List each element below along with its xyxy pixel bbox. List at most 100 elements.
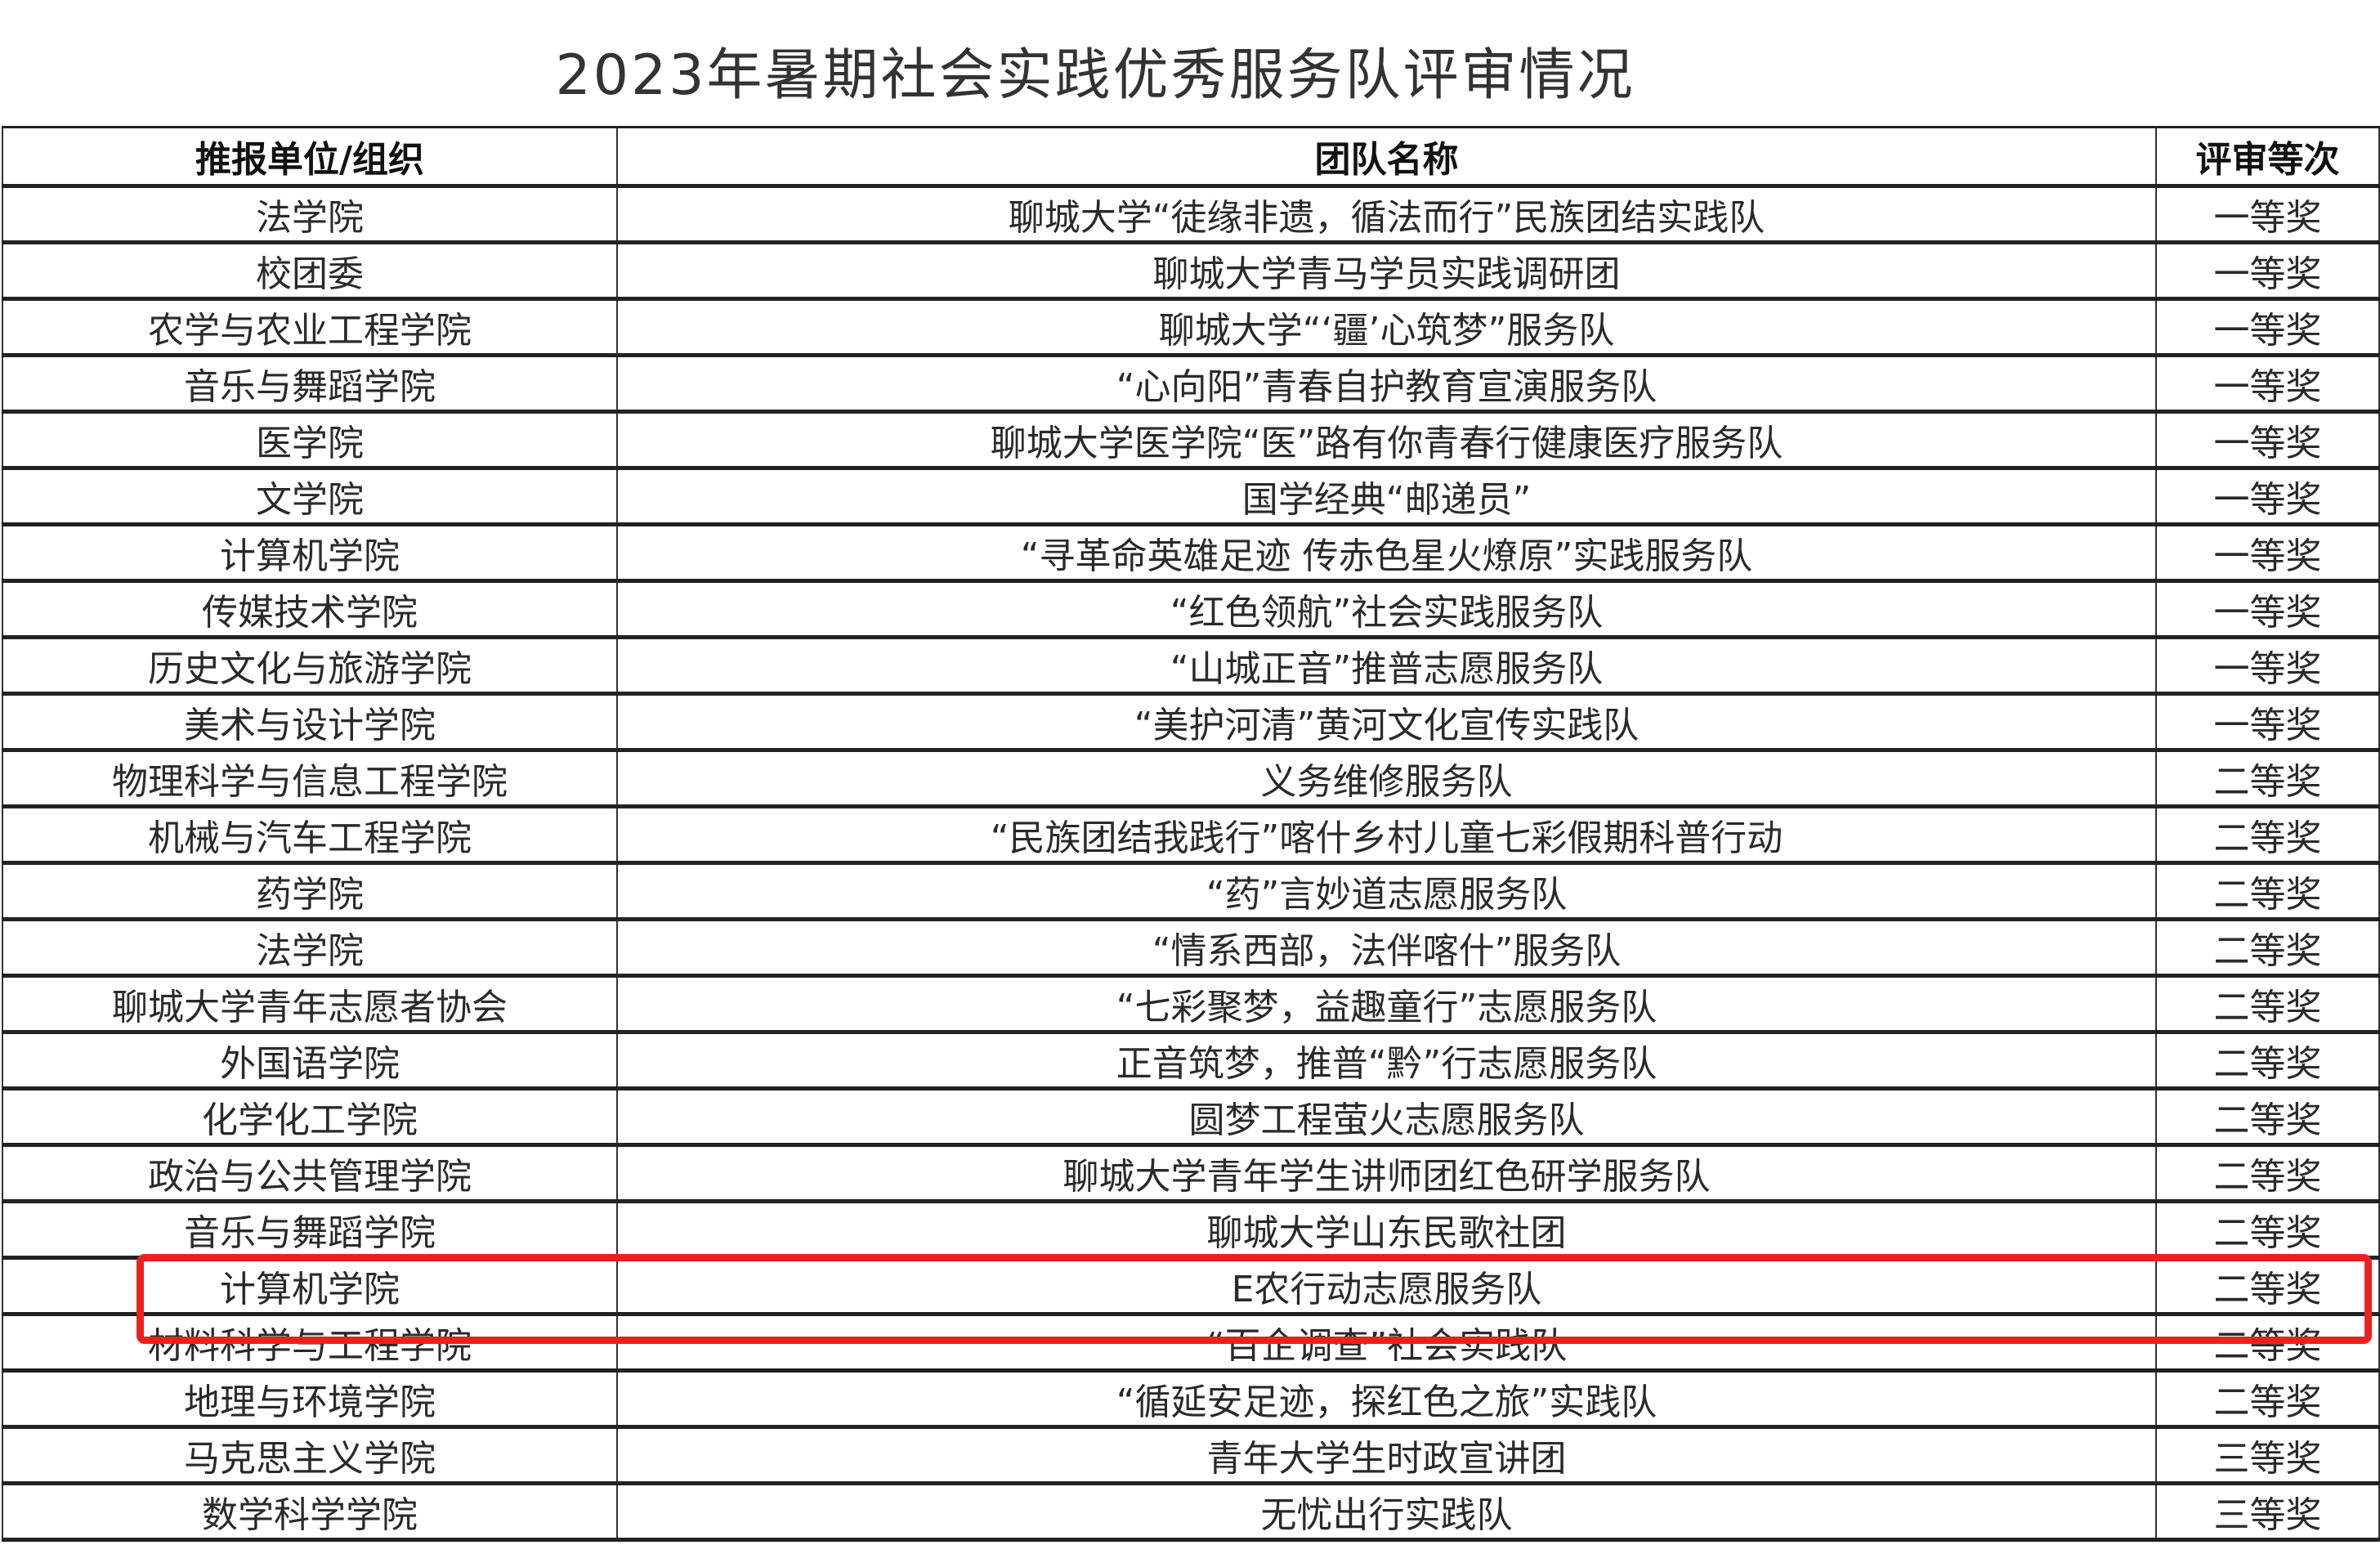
- team-name-cell: “百企调查”社会实践队: [616, 1313, 2157, 1372]
- table-row: 音乐与舞蹈学院 “心向阳”青春自护教育宣演服务队 一等奖: [2, 354, 2380, 413]
- header-team-name: 团队名称: [616, 126, 2157, 187]
- team-name-cell: “民族团结我践行”喀什乡村儿童七彩假期科普行动: [616, 805, 2157, 864]
- unit-cell: 美术与设计学院: [2, 692, 618, 751]
- unit-cell: 物理科学与信息工程学院: [2, 749, 618, 808]
- table-row: 机械与汽车工程学院 “民族团结我践行”喀什乡村儿童七彩假期科普行动 二等奖: [2, 805, 2380, 864]
- table-row: 地理与环境学院 “循延安足迹，探红色之旅”实践队 二等奖: [2, 1369, 2380, 1428]
- award-level-cell: 一等奖: [2155, 410, 2380, 469]
- document-title: 2023年暑期社会实践优秀服务队评审情况: [555, 43, 1635, 108]
- table-row: 文学院 国学经典“邮递员” 一等奖: [2, 467, 2380, 526]
- award-level-cell: 二等奖: [2155, 1313, 2380, 1372]
- header-unit: 推报单位/组织: [2, 126, 618, 187]
- table-row: 材料科学与工程学院 “百企调查”社会实践队 二等奖: [2, 1313, 2380, 1372]
- team-name-cell: 青年大学生时政宣讲团: [616, 1426, 2157, 1485]
- award-level-cell: 二等奖: [2155, 749, 2380, 808]
- team-name-cell: “循延安足迹，探红色之旅”实践队: [616, 1369, 2157, 1428]
- team-name-cell: 正音筑梦，推普“黔”行志愿服务队: [616, 1031, 2157, 1090]
- award-level-cell: 二等奖: [2155, 1369, 2380, 1428]
- award-level-cell: 二等奖: [2155, 862, 2380, 920]
- unit-cell: 法学院: [2, 918, 618, 977]
- award-level-cell: 一等奖: [2155, 241, 2380, 300]
- table-row: 化学化工学院 圆梦工程萤火志愿服务队 二等奖: [2, 1087, 2380, 1146]
- table-row: 校团委 聊城大学青马学员实践调研团 一等奖: [2, 241, 2380, 300]
- table-row: 外国语学院 正音筑梦，推普“黔”行志愿服务队 二等奖: [2, 1031, 2380, 1090]
- table-row: 数学科学学院 无忧出行实践队 三等奖: [2, 1482, 2380, 1541]
- unit-cell: 法学院: [2, 185, 618, 244]
- table-row: 马克思主义学院 青年大学生时政宣讲团 三等奖: [2, 1426, 2380, 1485]
- team-name-cell: 聊城大学山东民歌社团: [616, 1200, 2157, 1259]
- header-award-level: 评审等次: [2155, 126, 2380, 187]
- unit-cell: 马克思主义学院: [2, 1426, 618, 1485]
- award-level-cell: 一等奖: [2155, 185, 2380, 244]
- table-row: 音乐与舞蹈学院 聊城大学山东民歌社团 二等奖: [2, 1200, 2380, 1259]
- award-level-cell: 一等奖: [2155, 467, 2380, 526]
- award-level-cell: 一等奖: [2155, 692, 2380, 751]
- team-name-cell: “七彩聚梦，益趣童行”志愿服务队: [616, 974, 2157, 1033]
- table-row: 医学院 聊城大学医学院“医”路有你青春行健康医疗服务队 一等奖: [2, 410, 2380, 469]
- table-row: 美术与设计学院 “美护河清”黄河文化宣传实践队 一等奖: [2, 692, 2380, 751]
- table-row: 政治与公共管理学院 聊城大学青年学生讲师团红色研学服务队 二等奖: [2, 1144, 2380, 1202]
- table-row: 农学与农业工程学院 聊城大学“‘疆’心筑梦”服务队 一等奖: [2, 298, 2380, 356]
- team-name-cell: 聊城大学医学院“医”路有你青春行健康医疗服务队: [616, 410, 2157, 469]
- unit-cell: 聊城大学青年志愿者协会: [2, 974, 618, 1033]
- unit-cell: 地理与环境学院: [2, 1369, 618, 1428]
- award-level-cell: 二等奖: [2155, 1144, 2380, 1202]
- unit-cell: 医学院: [2, 410, 618, 469]
- unit-cell: 政治与公共管理学院: [2, 1144, 618, 1202]
- unit-cell: 数学科学学院: [2, 1482, 618, 1541]
- table-row: 计算机学院 “寻革命英雄足迹 传赤色星火燎原”实践服务队 一等奖: [2, 523, 2380, 582]
- award-level-cell: 一等奖: [2155, 523, 2380, 582]
- unit-cell: 计算机学院: [2, 523, 618, 582]
- table-row: 药学院 “药”言妙道志愿服务队 二等奖: [2, 862, 2380, 920]
- award-level-cell: 一等奖: [2155, 636, 2380, 695]
- team-name-cell: “心向阳”青春自护教育宣演服务队: [616, 354, 2157, 413]
- award-level-cell: 二等奖: [2155, 1256, 2380, 1315]
- team-name-cell: “红色领航”社会实践服务队: [616, 580, 2157, 638]
- unit-cell: 传媒技术学院: [2, 580, 618, 638]
- award-level-cell: 二等奖: [2155, 974, 2380, 1033]
- team-name-cell: “美护河清”黄河文化宣传实践队: [616, 692, 2157, 751]
- award-level-cell: 二等奖: [2155, 805, 2380, 864]
- award-level-cell: 二等奖: [2155, 1200, 2380, 1259]
- table-row: 传媒技术学院 “红色领航”社会实践服务队 一等奖: [2, 580, 2380, 638]
- team-name-cell: E农行动志愿服务队: [616, 1256, 2157, 1315]
- unit-cell: 音乐与舞蹈学院: [2, 1200, 618, 1259]
- team-name-cell: 国学经典“邮递员”: [616, 467, 2157, 526]
- team-name-cell: 无忧出行实践队: [616, 1482, 2157, 1541]
- team-name-cell: “情系西部，法伴喀什”服务队: [616, 918, 2157, 977]
- unit-cell: 外国语学院: [2, 1031, 618, 1090]
- team-name-cell: 聊城大学“‘疆’心筑梦”服务队: [616, 298, 2157, 356]
- table-row: 计算机学院 E农行动志愿服务队 二等奖: [2, 1256, 2380, 1315]
- team-name-cell: 义务维修服务队: [616, 749, 2157, 808]
- awards-table: 推报单位/组织 团队名称 评审等次 法学院 聊城大学“徒缘非遗，循法而行”民族团结…: [2, 126, 2380, 1542]
- team-name-cell: 聊城大学青年学生讲师团红色研学服务队: [616, 1144, 2157, 1202]
- header-row: 推报单位/组织 团队名称 评审等次: [2, 126, 2380, 187]
- unit-cell: 校团委: [2, 241, 618, 300]
- unit-cell: 音乐与舞蹈学院: [2, 354, 618, 413]
- award-level-cell: 一等奖: [2155, 354, 2380, 413]
- unit-cell: 计算机学院: [2, 1256, 618, 1315]
- award-level-cell: 二等奖: [2155, 1087, 2380, 1146]
- award-level-cell: 三等奖: [2155, 1482, 2380, 1541]
- table-row: 聊城大学青年志愿者协会 “七彩聚梦，益趣童行”志愿服务队 二等奖: [2, 974, 2380, 1033]
- team-name-cell: 聊城大学“徒缘非遗，循法而行”民族团结实践队: [616, 185, 2157, 244]
- table-row: 历史文化与旅游学院 “山城正音”推普志愿服务队 一等奖: [2, 636, 2380, 695]
- table-row: 法学院 聊城大学“徒缘非遗，循法而行”民族团结实践队 一等奖: [2, 185, 2380, 244]
- award-level-cell: 二等奖: [2155, 1031, 2380, 1090]
- team-name-cell: “药”言妙道志愿服务队: [616, 862, 2157, 920]
- unit-cell: 文学院: [2, 467, 618, 526]
- team-name-cell: 圆梦工程萤火志愿服务队: [616, 1087, 2157, 1146]
- unit-cell: 药学院: [2, 862, 618, 920]
- award-level-cell: 一等奖: [2155, 298, 2380, 356]
- team-name-cell: “山城正音”推普志愿服务队: [616, 636, 2157, 695]
- award-level-cell: 一等奖: [2155, 580, 2380, 638]
- team-name-cell: “寻革命英雄足迹 传赤色星火燎原”实践服务队: [616, 523, 2157, 582]
- award-level-cell: 二等奖: [2155, 918, 2380, 977]
- unit-cell: 化学化工学院: [2, 1087, 618, 1146]
- unit-cell: 历史文化与旅游学院: [2, 636, 618, 695]
- unit-cell: 农学与农业工程学院: [2, 298, 618, 356]
- award-level-cell: 三等奖: [2155, 1426, 2380, 1485]
- table-row: 法学院 “情系西部，法伴喀什”服务队 二等奖: [2, 918, 2380, 977]
- table-row: 物理科学与信息工程学院 义务维修服务队 二等奖: [2, 749, 2380, 808]
- team-name-cell: 聊城大学青马学员实践调研团: [616, 241, 2157, 300]
